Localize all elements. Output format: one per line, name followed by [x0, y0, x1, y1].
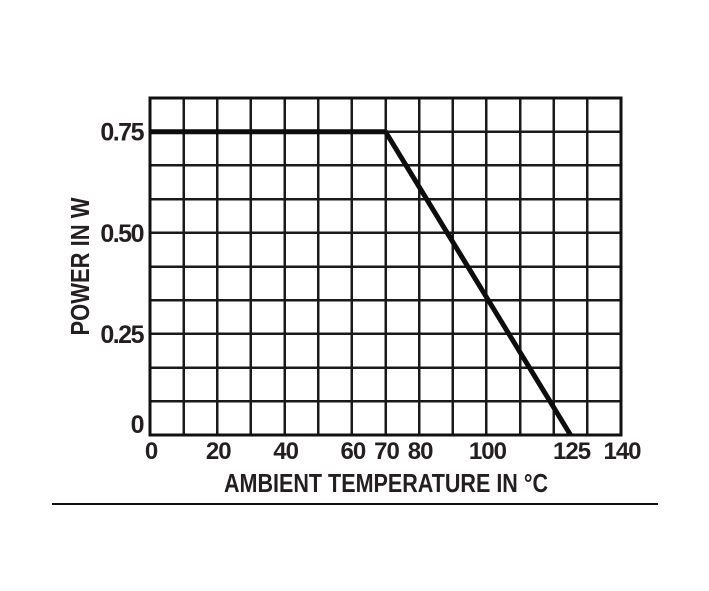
y-tick-label: 0: [131, 411, 144, 439]
y-axis-title: POWER IN W: [65, 197, 95, 335]
x-axis-title: AMBIENT TEMPERATURE IN °C: [224, 468, 548, 498]
grid-lines: [148, 96, 623, 437]
y-tick-labels: 0 0.25 0.50 0.75: [100, 119, 146, 439]
x-tick-labels: 0 20 40 60 70 80 100 125 140: [145, 438, 642, 465]
x-tick-label: 100: [469, 438, 507, 465]
x-tick-label: 125: [553, 438, 591, 465]
x-tick-label: 40: [273, 438, 298, 465]
y-tick-label: 0.75: [100, 119, 144, 147]
series-curves: [150, 129, 573, 437]
x-tick-label: 70: [374, 438, 399, 465]
power-derating-curve: [150, 129, 573, 437]
plot-border: [148, 96, 623, 437]
x-tick-label: 60: [341, 438, 366, 465]
x-tick-label: 80: [408, 438, 433, 465]
x-tick-label: 20: [206, 438, 231, 465]
y-tick-label: 0.50: [100, 220, 143, 248]
x-tick-label: 0: [145, 438, 158, 465]
y-tick-label: 0.25: [100, 321, 144, 349]
x-tick-label: 140: [603, 438, 641, 465]
